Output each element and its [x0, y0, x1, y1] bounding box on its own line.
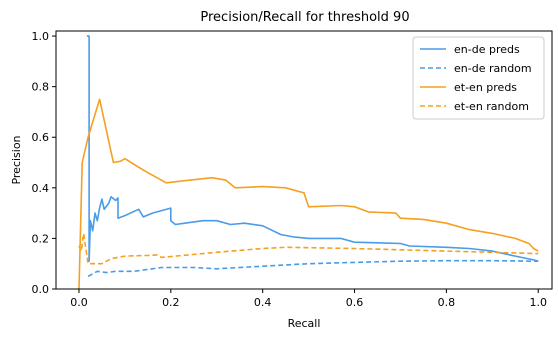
x-tick-label: 0.8 — [438, 296, 456, 309]
x-tick-label: 1.0 — [529, 296, 547, 309]
x-tick-label: 0.0 — [70, 296, 88, 309]
y-tick-label: 0.2 — [32, 232, 50, 245]
chart-title: Precision/Recall for threshold 90 — [200, 10, 409, 25]
series-line-et-en-random — [78, 232, 539, 265]
y-tick-label: 1.0 — [32, 30, 50, 43]
legend-label: et-en random — [454, 100, 529, 113]
legend-box — [412, 36, 545, 120]
x-axis: 0.0 0.2 0.4 0.6 0.8 1.0 — [70, 289, 547, 309]
y-axis-label: Precision — [10, 135, 23, 184]
series-line-en-de-random — [87, 259, 539, 278]
plot-area — [78, 35, 539, 290]
y-tick-label: 0.8 — [32, 81, 50, 94]
legend-label: en-de random — [454, 62, 532, 75]
legend: en-de preds en-de random et-en preds et-en … — [412, 36, 545, 120]
x-tick-label: 0.6 — [346, 296, 364, 309]
plot-frame — [55, 30, 553, 290]
legend-label: en-de preds — [454, 43, 520, 56]
x-tick-label: 0.4 — [254, 296, 272, 309]
y-axis: 0.0 0.2 0.4 0.6 0.8 1.0 — [32, 30, 56, 296]
y-tick-label: 0.4 — [32, 182, 50, 195]
legend-label: et-en preds — [454, 81, 517, 94]
series-line-et-en-preds — [78, 98, 539, 290]
series-line-en-de-preds — [86, 35, 539, 263]
y-tick-label: 0.0 — [32, 283, 50, 296]
y-tick-label: 0.6 — [32, 131, 50, 144]
x-axis-label: Recall — [288, 317, 321, 330]
x-tick-label: 0.2 — [162, 296, 180, 309]
